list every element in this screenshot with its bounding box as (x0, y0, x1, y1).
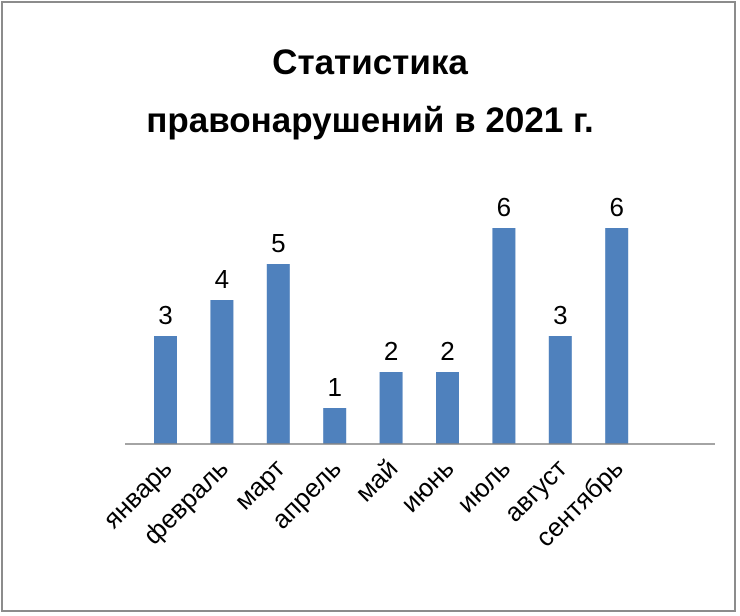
bar-4 (323, 408, 347, 444)
bar-1 (154, 336, 177, 444)
data-label-1: 3 (158, 300, 172, 330)
data-label-7: 6 (497, 192, 511, 222)
data-label-3: 5 (271, 228, 285, 258)
bar-6 (436, 372, 459, 444)
data-label-8: 3 (553, 300, 567, 330)
data-label-4: 1 (327, 372, 341, 402)
data-label-2: 4 (215, 264, 229, 294)
bar-8 (548, 336, 572, 444)
data-label-9: 6 (609, 192, 623, 222)
x-tick-label-5: май (349, 453, 403, 507)
chart-title-line-1: Статистика (272, 43, 468, 82)
x-tick-label-6: июнь (395, 453, 460, 518)
bar-3 (266, 264, 290, 444)
bar-9 (605, 228, 629, 444)
chart-title-line-2: правонарушений в 2021 г. (146, 101, 594, 140)
data-label-6: 2 (440, 336, 454, 366)
bar-5 (379, 372, 403, 444)
bar-2 (210, 300, 234, 444)
bar-7 (492, 228, 516, 444)
data-label-5: 2 (384, 336, 398, 366)
